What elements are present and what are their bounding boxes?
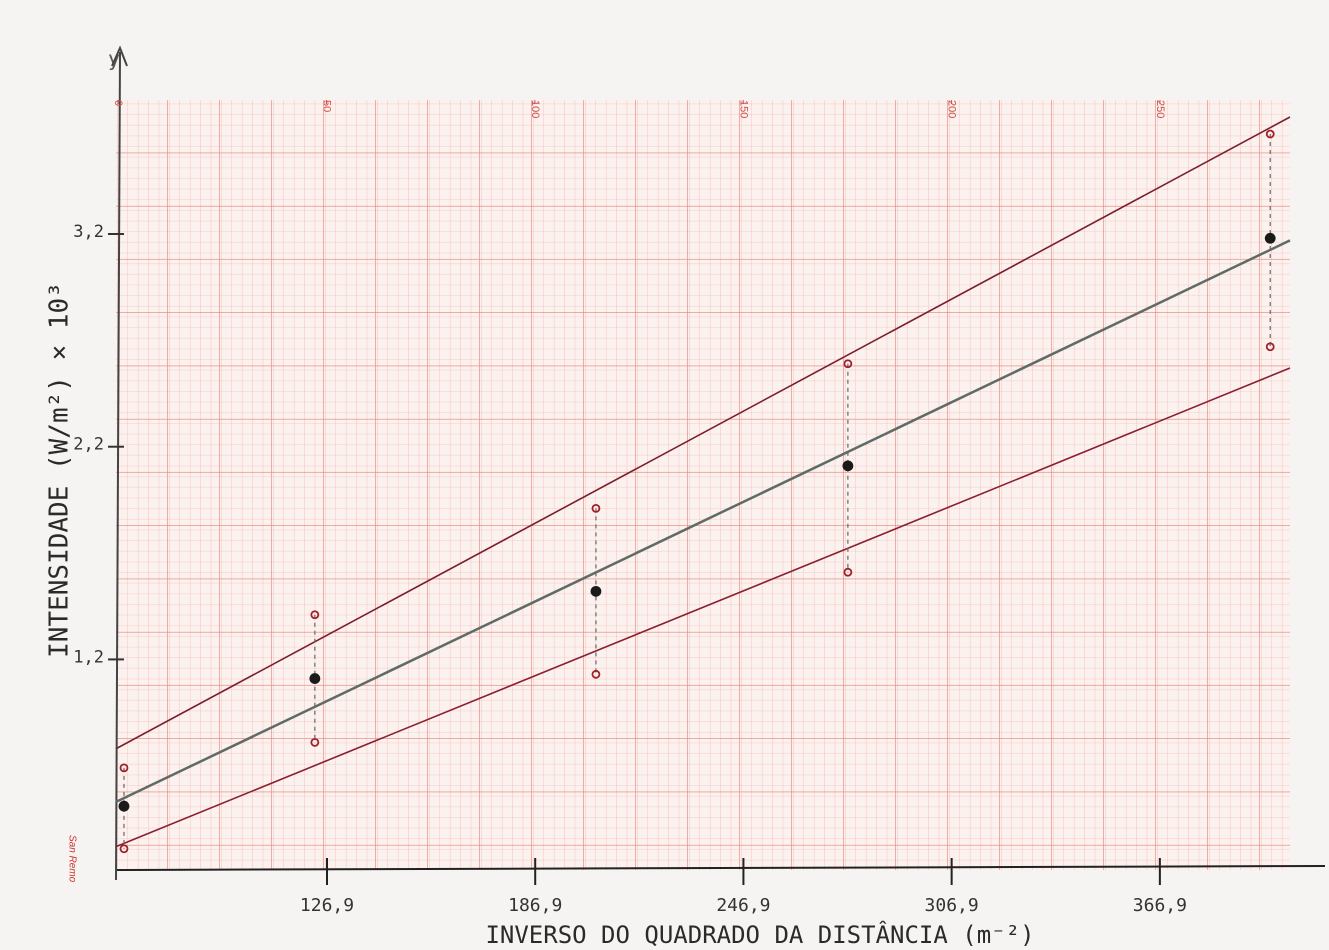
y-tick-label: 1,2 xyxy=(73,647,104,667)
data-point xyxy=(591,587,600,596)
x-tick-label: 246,9 xyxy=(716,895,770,916)
x-tick-label: 186,9 xyxy=(508,895,562,916)
data-point xyxy=(843,461,852,470)
data-point xyxy=(1266,234,1275,243)
x-axis-label: INVERSO DO QUADRADO DA DISTÂNCIA (m⁻²) xyxy=(485,920,1034,949)
y-axis-label: INTENSIDADE (W/m²) × 10³ xyxy=(45,282,75,658)
chart: San Remo INTENSIDADE (W/m²) × 10³ INVERS… xyxy=(0,0,1329,950)
page: San Remo INTENSIDADE (W/m²) × 10³ INVERS… xyxy=(0,0,1329,950)
data-point xyxy=(119,802,128,811)
y-tick-label: 3,2 xyxy=(73,222,104,242)
y-tick-label: 2,2 xyxy=(73,435,104,455)
paper-grid xyxy=(116,100,1290,870)
data-point xyxy=(310,674,319,683)
paper-brand: San Remo xyxy=(66,835,77,883)
x-tick-label: 126,9 xyxy=(300,895,354,916)
x-tick-label: 366,9 xyxy=(1133,895,1187,916)
x-tick-label: 306,9 xyxy=(925,895,979,916)
